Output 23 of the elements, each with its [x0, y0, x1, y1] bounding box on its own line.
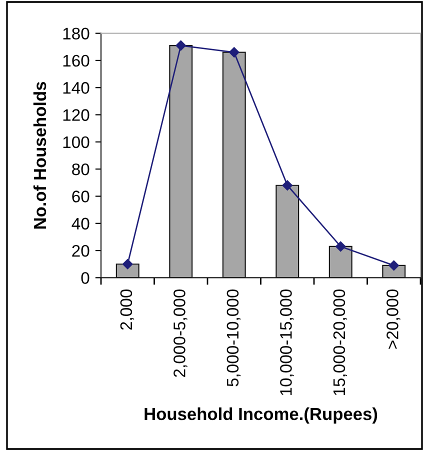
y-tick-label: 140 [63, 82, 90, 94]
y-tick-label: 80 [72, 163, 90, 176]
point [122, 259, 133, 270]
y-tick-label: 40 [72, 218, 90, 230]
point [176, 40, 186, 51]
y-tick-label: 20 [72, 244, 90, 257]
x-tick-label: 2,000-5,000 [174, 289, 188, 377]
y-axis-title: No.of Households [33, 82, 46, 229]
x-tick-label: >20,000 [386, 289, 400, 349]
y-tick-label: 60 [72, 190, 90, 202]
x-axis-title: Household Income.(Rupees) [144, 407, 378, 424]
x-tick-label: 5,000-10,000 [226, 289, 241, 386]
point [336, 241, 346, 252]
x-tick-label: 15,000-20,000 [333, 289, 348, 396]
y-tick-label: 0 [81, 272, 90, 284]
point [282, 180, 292, 190]
x-tick-label: 10,000-15,000 [280, 289, 294, 396]
y-tick-label: 180 [63, 28, 90, 40]
x-tick-label: 2,000 [120, 289, 134, 330]
y-tick-label: 120 [63, 109, 90, 121]
point [229, 47, 240, 58]
y-tick-label: 100 [63, 136, 90, 148]
y-tick-label: 160 [63, 54, 90, 67]
